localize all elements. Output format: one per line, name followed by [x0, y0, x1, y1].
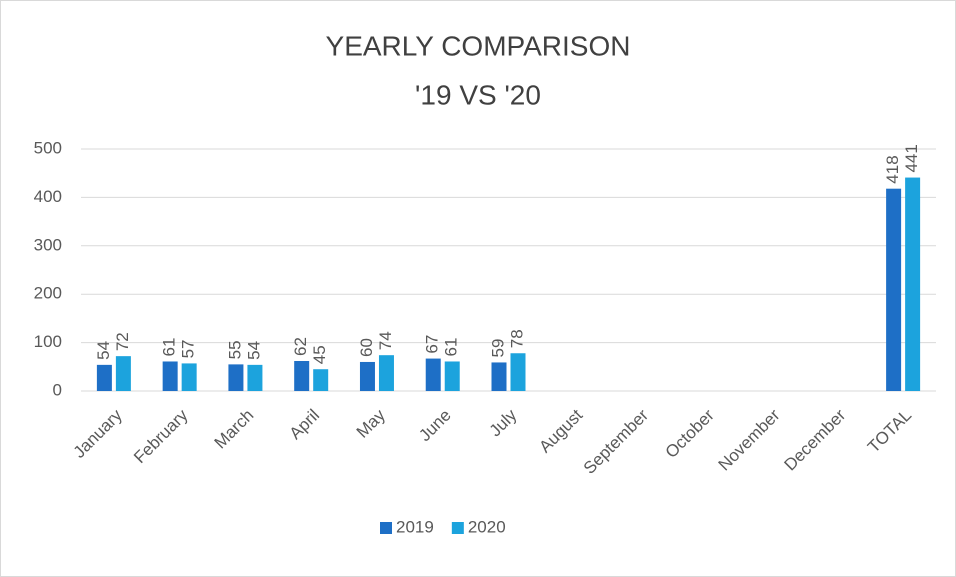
bar: [444, 361, 460, 391]
bar: [886, 188, 902, 391]
bar: [359, 361, 375, 391]
data-label: 55: [225, 340, 244, 359]
legend-swatch: [451, 522, 464, 534]
y-tick-label: 400: [34, 187, 62, 206]
bar: [378, 355, 394, 391]
bar: [181, 363, 197, 391]
bar: [96, 364, 112, 391]
legend-label: 2019: [396, 517, 434, 536]
data-label: 57: [179, 339, 198, 358]
legend-swatch: [380, 522, 392, 534]
bar: [313, 369, 329, 391]
data-label: 54: [94, 341, 113, 360]
bar: [115, 356, 131, 391]
bar: [510, 353, 526, 391]
data-label: 61: [160, 338, 179, 357]
data-label: 67: [423, 335, 442, 354]
bar: [162, 361, 178, 391]
data-label: 441: [902, 144, 921, 172]
data-label: 62: [291, 337, 310, 356]
data-label: 54: [244, 341, 263, 360]
y-tick-label: 500: [34, 138, 62, 157]
data-label: 60: [357, 338, 376, 357]
bar: [228, 364, 244, 391]
y-tick-label: 300: [34, 235, 62, 254]
bar: [425, 358, 441, 391]
data-label: 45: [310, 345, 329, 364]
chart-title: YEARLY COMPARISON: [326, 30, 631, 61]
data-label: 59: [488, 339, 507, 358]
y-tick-label: 200: [34, 284, 62, 303]
data-label: 72: [113, 332, 132, 351]
bar: [247, 364, 263, 391]
data-label: 418: [883, 155, 902, 183]
data-label: 61: [442, 338, 461, 357]
bar: [905, 177, 921, 391]
legend-label: 2020: [468, 517, 506, 536]
data-label: 74: [376, 331, 395, 350]
bar: [491, 362, 507, 391]
y-tick-label: 0: [53, 380, 62, 399]
chart-title: '19 VS '20: [415, 79, 541, 110]
data-label: 78: [507, 329, 526, 348]
bar: [294, 360, 310, 391]
y-tick-label: 100: [34, 332, 62, 351]
